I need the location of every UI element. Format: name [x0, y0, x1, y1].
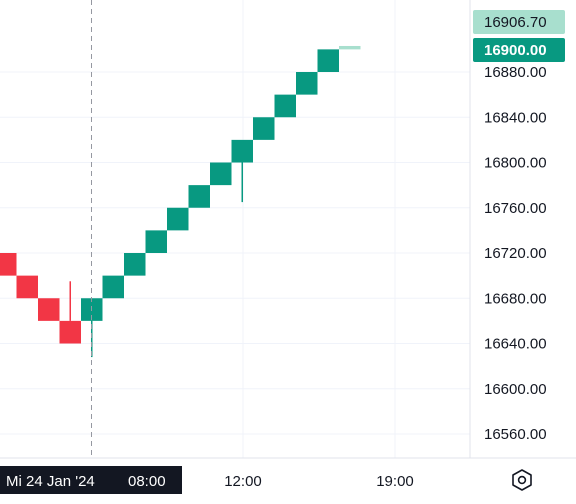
crosshair-date-label: Mi 24 Jan '24	[6, 473, 95, 490]
time-axis[interactable]: Mi 24 Jan '24 08:00 12:00 19:00	[0, 466, 414, 494]
renko-brick-up	[124, 253, 146, 276]
price-tick-label: 16880.00	[484, 64, 547, 81]
price-tick-label: 16800.00	[484, 155, 547, 172]
time-tick-label: 12:00	[224, 473, 262, 490]
renko-brick-down	[0, 253, 17, 276]
price-badge	[473, 38, 565, 62]
price-badge-label: 16906.70	[484, 14, 547, 31]
crosshair-time-label: 08:00	[128, 473, 166, 490]
price-badge-label: 16900.00	[484, 42, 547, 59]
price-tick-label: 16600.00	[484, 381, 547, 398]
price-tick-label: 16720.00	[484, 245, 547, 262]
price-tick-label: 16640.00	[484, 336, 547, 353]
renko-brick-down	[38, 298, 60, 321]
hexagon-settings-icon	[512, 469, 532, 491]
renko-brick-up	[296, 72, 318, 95]
renko-brick-up	[210, 162, 232, 186]
renko-brick-down	[59, 320, 81, 344]
renko-brick-up	[317, 49, 339, 72]
price-tick-label: 16560.00	[484, 426, 547, 443]
price-tick-label: 16680.00	[484, 290, 547, 307]
crosshair-time-badge	[0, 466, 182, 494]
renko-brick-up	[102, 275, 124, 299]
chart-settings-button[interactable]	[508, 466, 536, 494]
price-badges: 16906.70 16900.00	[473, 10, 565, 62]
renko-brick-up	[274, 94, 296, 118]
chart-grid	[0, 0, 576, 459]
renko-brick-up	[167, 207, 189, 231]
price-badge	[473, 10, 565, 34]
renko-bricks	[0, 45, 361, 358]
time-tick-label: 19:00	[376, 473, 414, 490]
price-tick-label: 16760.00	[484, 200, 547, 217]
renko-brick-up	[253, 117, 275, 140]
renko-brick-pending	[339, 45, 361, 50]
price-tick-label: 16840.00	[484, 109, 547, 126]
renko-brick-up	[145, 230, 167, 253]
renko-brick-down	[16, 275, 38, 299]
price-axis[interactable]: 16880.00 16840.00 16800.00 16760.00 16720.00…	[484, 64, 547, 443]
renko-brick-up	[188, 185, 210, 208]
renko-brick-up	[231, 139, 253, 163]
